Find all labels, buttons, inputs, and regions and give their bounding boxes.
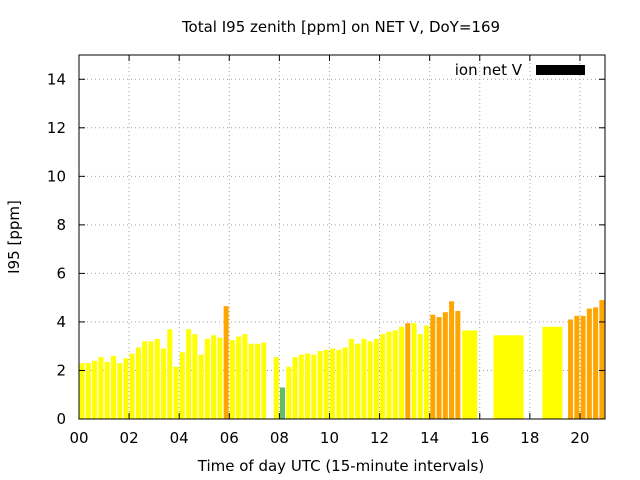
bar [236, 336, 242, 419]
bar [79, 363, 85, 419]
plot-frame [78, 54, 606, 420]
bar [192, 334, 198, 419]
bar [198, 354, 204, 419]
bar [436, 317, 442, 419]
bar [179, 352, 185, 419]
bar [586, 308, 592, 419]
bar [223, 306, 229, 419]
bar [593, 307, 599, 419]
x-tick-label: 04 [170, 429, 189, 447]
y-tick-label: 6 [56, 264, 66, 282]
bar [110, 355, 116, 419]
bar [599, 300, 605, 419]
x-tick-label: 02 [120, 429, 139, 447]
bar [254, 343, 260, 419]
bar [380, 334, 386, 419]
bar [411, 323, 417, 419]
bar [417, 334, 423, 419]
y-tick-label: 4 [56, 313, 66, 331]
x-tick-label: 16 [470, 429, 489, 447]
x-tick-label: 20 [570, 429, 589, 447]
y-tick-label: 8 [56, 216, 66, 234]
bar [348, 338, 354, 419]
y-tick-label: 14 [47, 70, 66, 88]
bar [424, 325, 430, 419]
bar [85, 363, 91, 419]
bar [135, 347, 141, 419]
bar [123, 358, 129, 419]
x-axis-label: Time of day UTC (15-minute intervals) [197, 457, 484, 475]
bar [442, 312, 448, 419]
bar [430, 314, 436, 419]
bar [462, 330, 478, 419]
x-tick-label: 12 [370, 429, 389, 447]
bar [92, 360, 98, 419]
x-tick-label: 14 [420, 429, 439, 447]
bar [292, 357, 298, 419]
bar [330, 348, 336, 419]
bar [167, 329, 173, 419]
bar [336, 349, 342, 419]
bar [161, 348, 167, 419]
bar [568, 319, 574, 419]
bar [311, 354, 317, 419]
y-tick-label: 12 [47, 119, 66, 137]
bar [217, 337, 223, 419]
bar [204, 338, 210, 419]
x-tick-label: 08 [270, 429, 289, 447]
bar [186, 329, 192, 419]
bar [261, 342, 267, 419]
bar [173, 366, 179, 419]
bar [355, 343, 361, 419]
legend-swatch [536, 65, 585, 75]
x-tick-label: 10 [320, 429, 339, 447]
bar [280, 387, 286, 419]
bar [367, 341, 373, 419]
bar [229, 340, 235, 419]
bar [104, 361, 110, 419]
grid [79, 55, 605, 419]
bar [286, 366, 292, 419]
bar [273, 357, 279, 419]
x-tick-label: 18 [520, 429, 539, 447]
bar [129, 353, 135, 419]
bar [98, 357, 104, 419]
bar [248, 343, 254, 419]
bar [154, 338, 160, 419]
bar [398, 326, 404, 419]
bar [574, 315, 580, 419]
bar [542, 326, 563, 419]
legend-label: ion net V [455, 61, 523, 79]
bar [317, 351, 323, 419]
bar [342, 347, 348, 419]
y-tick-label: 2 [56, 361, 66, 379]
bar [392, 330, 398, 419]
bars [79, 300, 605, 419]
y-tick-label: 0 [56, 410, 66, 428]
bar [298, 354, 304, 419]
legend: ion net V [455, 61, 585, 79]
bar [361, 338, 367, 419]
bar [455, 311, 461, 419]
bar [386, 331, 392, 419]
bar [493, 335, 524, 419]
bar [305, 353, 311, 419]
chart-title: Total I95 zenith [ppm] on NET V, DoY=169 [181, 18, 500, 36]
bar [117, 363, 123, 419]
y-axis-label: I95 [ppm] [5, 200, 23, 274]
bar [449, 301, 455, 419]
x-tick-label: 06 [220, 429, 239, 447]
bar [242, 334, 248, 419]
bar [142, 341, 148, 419]
bar [323, 349, 329, 419]
y-tick-label: 10 [47, 167, 66, 185]
bar [580, 315, 586, 419]
bar [211, 335, 217, 419]
bar [148, 341, 154, 419]
bar [373, 338, 379, 419]
bar [405, 323, 411, 419]
x-tick-label: 00 [69, 429, 88, 447]
